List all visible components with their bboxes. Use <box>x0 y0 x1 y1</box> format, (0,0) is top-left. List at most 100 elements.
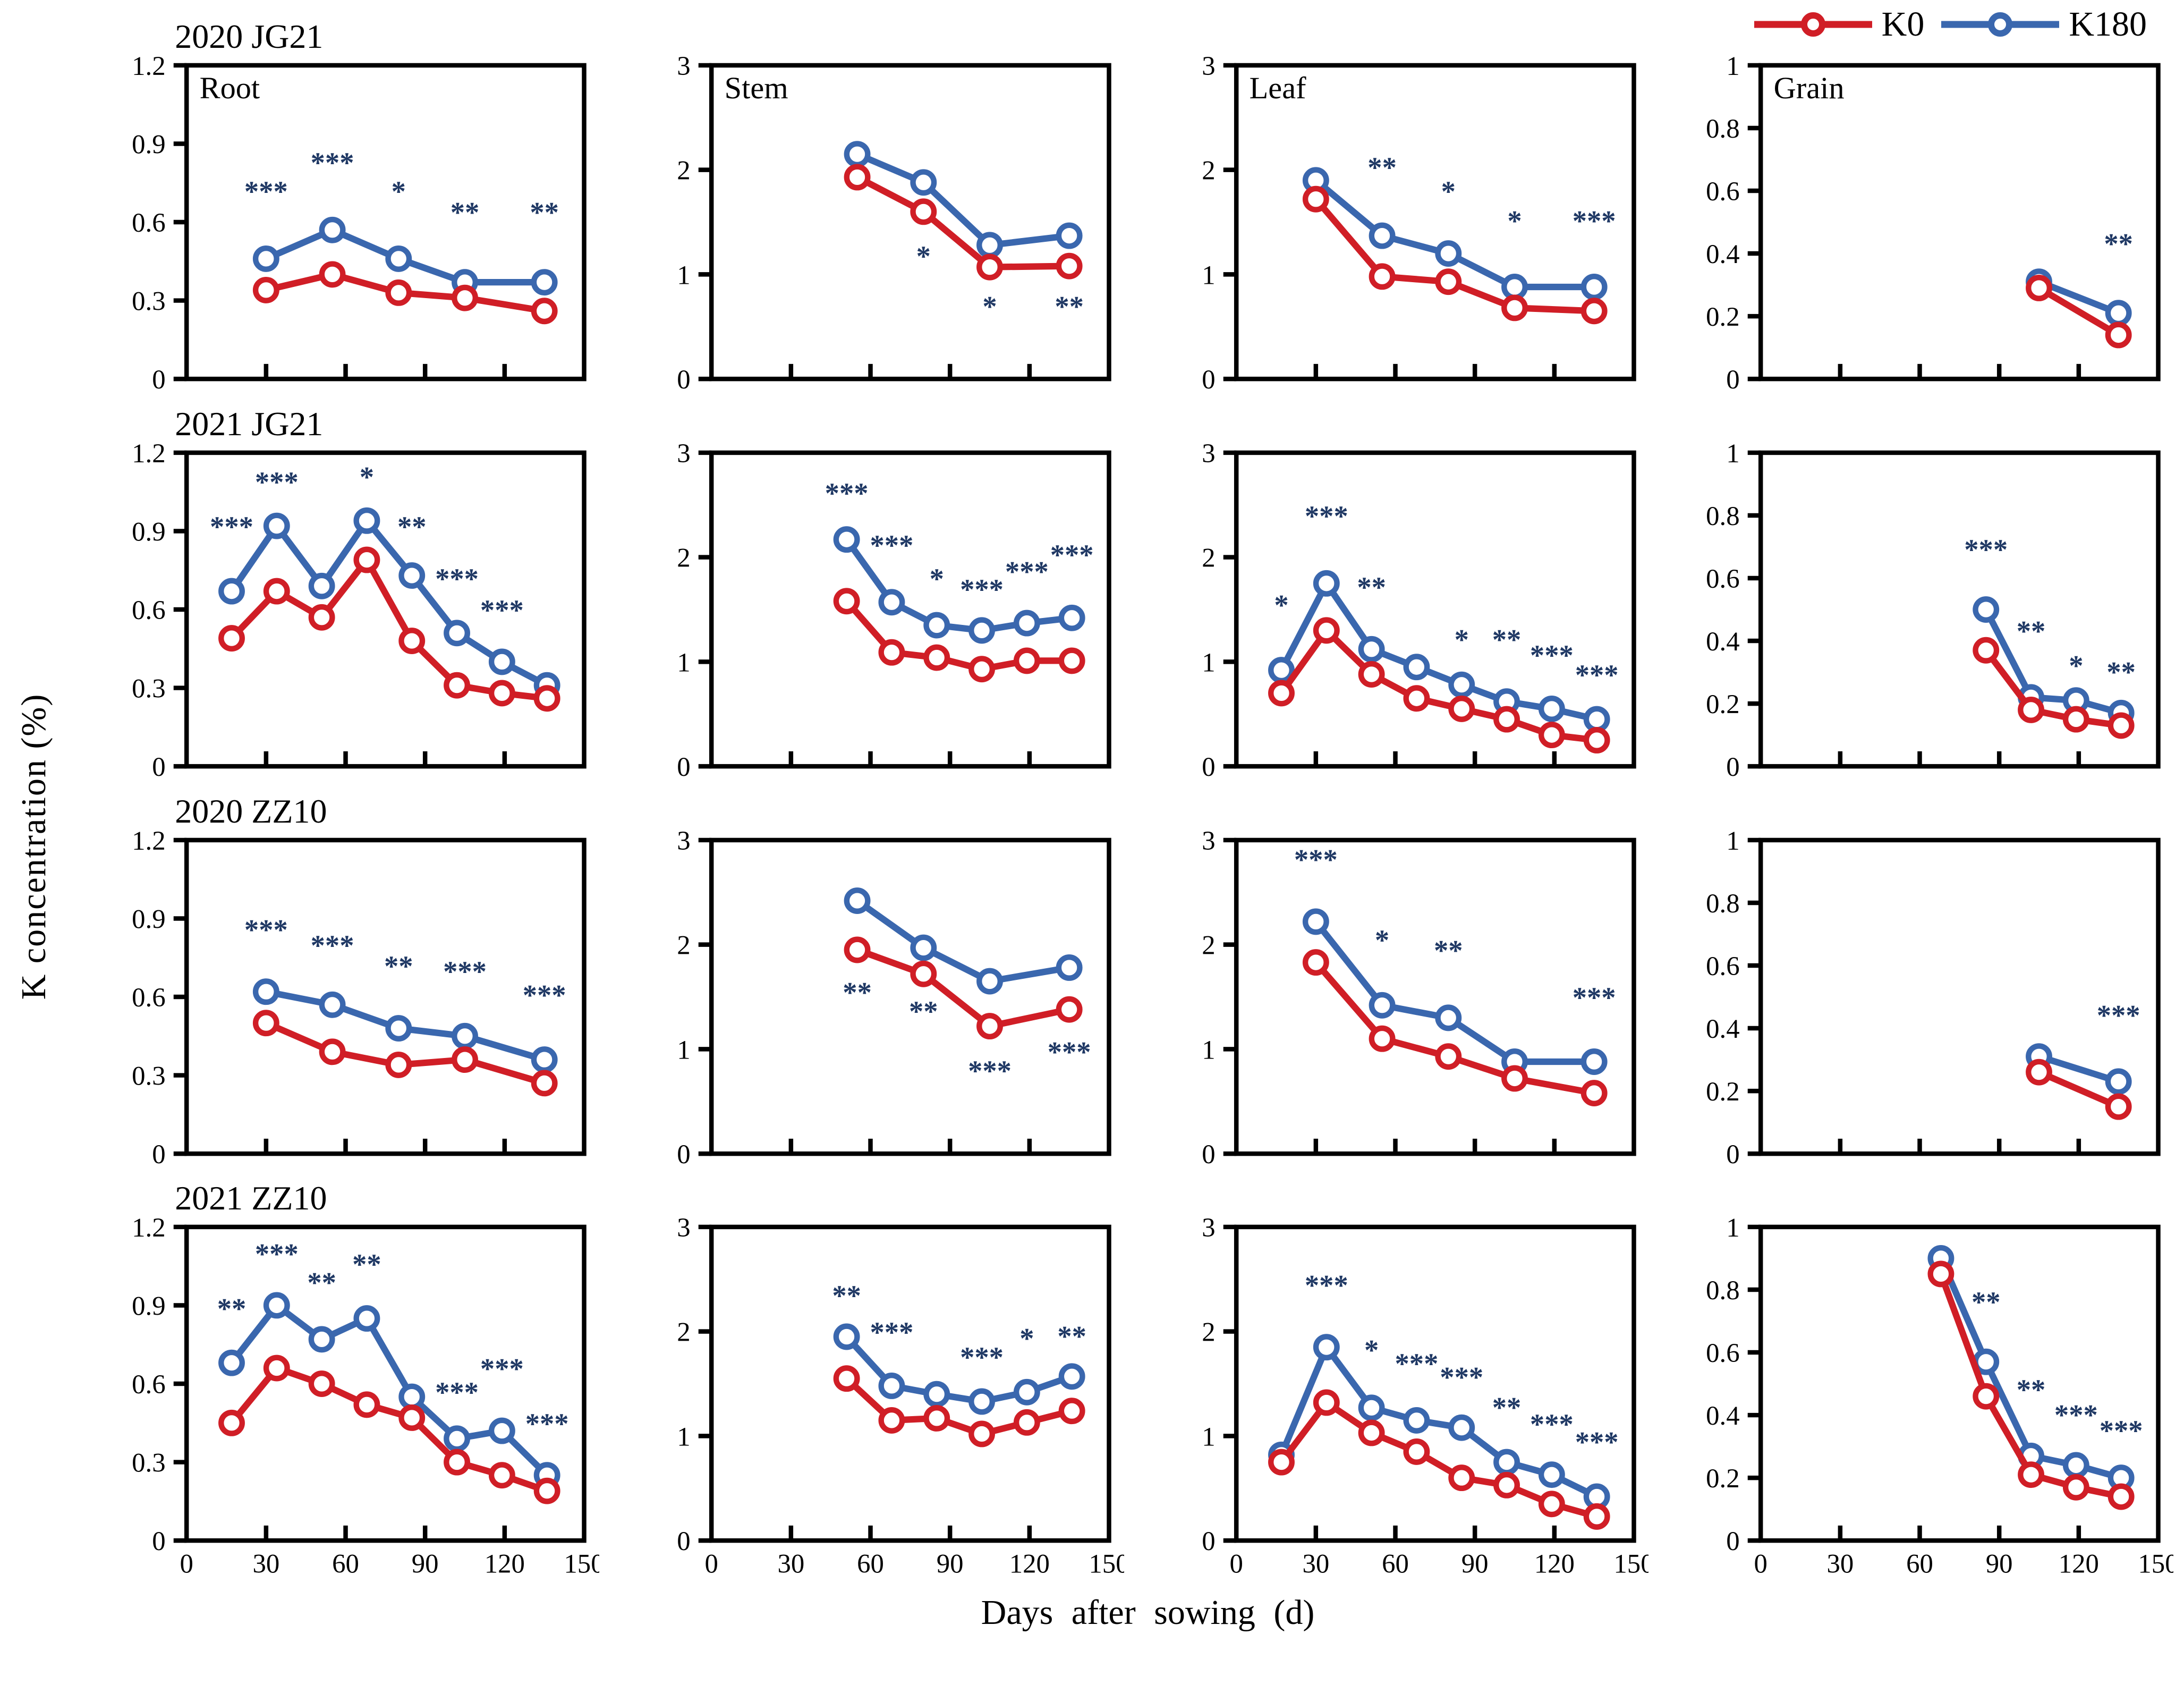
line-chart: 00.30.60.91.2****** ********* <box>132 444 587 778</box>
svg-text:0: 0 <box>1727 1139 1740 1165</box>
svg-text:**: ** <box>352 1248 381 1281</box>
svg-text:0.8: 0.8 <box>1706 1275 1740 1305</box>
svg-text:Grain: Grain <box>1774 71 1845 105</box>
svg-text:**: ** <box>451 196 480 228</box>
svg-text:3: 3 <box>677 444 690 468</box>
svg-text:2: 2 <box>1202 1317 1215 1347</box>
svg-text:**: ** <box>2104 227 2134 260</box>
subplot-title <box>1161 778 1649 831</box>
svg-text:***: *** <box>1304 500 1348 532</box>
svg-text:*: * <box>1454 623 1468 656</box>
svg-text:***: *** <box>480 1352 524 1385</box>
subplot-2020-jg21-grain: 0 0.2 0.4 0.6 0.8 1 Grain ** <box>1686 3 2173 391</box>
subplot-2020-zz10-leaf: 0 1 2 3 *** * ** *** <box>1161 778 1649 1165</box>
svg-text:30: 30 <box>1827 1549 1854 1579</box>
svg-text:0.4: 0.4 <box>1706 1013 1740 1043</box>
svg-text:0.2: 0.2 <box>1706 689 1740 719</box>
svg-text:0: 0 <box>152 365 165 391</box>
svg-text:2: 2 <box>1202 930 1215 960</box>
svg-text:***: *** <box>311 929 354 961</box>
svg-text:0: 0 <box>180 1549 193 1579</box>
svg-text:1: 1 <box>1202 1035 1215 1064</box>
svg-text:1: 1 <box>1202 1422 1215 1452</box>
svg-text:**: ** <box>1971 1286 2001 1318</box>
svg-text:1: 1 <box>1727 56 1740 81</box>
svg-text:*: * <box>392 175 406 208</box>
subplot-title <box>636 3 1124 56</box>
svg-text:0.9: 0.9 <box>132 517 166 546</box>
svg-text:3: 3 <box>677 831 690 856</box>
svg-text:*: * <box>916 240 930 273</box>
svg-text:***: *** <box>1440 1361 1483 1393</box>
line-chart: 01230306090120150****************** <box>1202 1218 1648 1579</box>
svg-text:*: * <box>929 562 944 595</box>
svg-text:0.6: 0.6 <box>1706 564 1740 594</box>
svg-text:0.6: 0.6 <box>1706 951 1740 980</box>
svg-text:3: 3 <box>677 56 690 81</box>
svg-text:0.3: 0.3 <box>132 286 166 316</box>
svg-text:***: *** <box>480 594 524 626</box>
subplot-title <box>636 391 1124 444</box>
svg-text:Stem: Stem <box>724 71 788 105</box>
svg-text:*: * <box>1441 175 1455 208</box>
svg-text:**: ** <box>1057 1320 1086 1353</box>
svg-text:30: 30 <box>252 1549 279 1579</box>
svg-text:**: ** <box>1492 1391 1521 1424</box>
svg-text:***: *** <box>210 510 253 543</box>
svg-text:***: *** <box>960 1341 1004 1374</box>
svg-text:3: 3 <box>1202 831 1215 856</box>
legend-item-k180: K180 <box>1939 4 2147 45</box>
svg-text:0.8: 0.8 <box>1706 888 1740 918</box>
subplot-title <box>636 778 1124 831</box>
svg-text:**: ** <box>307 1266 336 1299</box>
svg-text:0.6: 0.6 <box>1706 176 1740 206</box>
svg-text:***: *** <box>1529 639 1573 671</box>
svg-text:60: 60 <box>857 1549 884 1579</box>
svg-text:0.4: 0.4 <box>1706 1401 1740 1430</box>
subplot-2021-jg21-grain: 0 0.2 0.4 0.6 0.8 1 *** ** * ** <box>1686 391 2173 778</box>
svg-text:1: 1 <box>1202 260 1215 290</box>
svg-text:1.2: 1.2 <box>132 56 166 81</box>
legend-label-k0: K0 <box>1881 5 1925 44</box>
svg-text:***: *** <box>1395 1348 1438 1380</box>
svg-text:***: *** <box>960 573 1004 605</box>
line-chart: 00.20.40.60.81****** ** <box>1706 444 2161 778</box>
svg-text:**: ** <box>397 510 427 543</box>
svg-text:**: ** <box>832 1280 861 1312</box>
subplot-2020-zz10-grain: 0 0.2 0.4 0.6 0.8 1 *** <box>1686 778 2173 1165</box>
svg-text:1.2: 1.2 <box>132 444 166 468</box>
svg-text:*: * <box>1364 1334 1378 1366</box>
svg-text:0: 0 <box>677 1139 690 1165</box>
svg-text:3: 3 <box>1202 56 1215 81</box>
svg-text:0: 0 <box>1202 1139 1215 1165</box>
svg-text:***: *** <box>1575 1426 1618 1458</box>
svg-text:0.9: 0.9 <box>132 1291 166 1321</box>
svg-text:0.6: 0.6 <box>132 208 166 238</box>
svg-text:90: 90 <box>1986 1549 2013 1579</box>
line-chart: 00.20.40.60.810306090120150********** <box>1706 1218 2173 1579</box>
svg-text:**: ** <box>2017 615 2046 647</box>
svg-text:2: 2 <box>1202 543 1215 572</box>
svg-text:1: 1 <box>1727 444 1740 468</box>
svg-text:150: 150 <box>2138 1549 2173 1579</box>
svg-text:***: *** <box>1965 533 2008 565</box>
svg-text:0: 0 <box>1229 1549 1243 1579</box>
k180-line-marker-icon <box>1941 12 2060 37</box>
svg-text:***: *** <box>1575 658 1618 691</box>
svg-text:0: 0 <box>152 1139 165 1165</box>
svg-text:**: ** <box>843 976 872 1008</box>
svg-text:***: *** <box>2097 999 2140 1031</box>
subplot-2020-zz10-root: 2020 ZZ10 0 0.3 0.6 0.9 1.2 *** *** ** *** *** <box>112 778 599 1165</box>
subplot-2020-jg21-root: 2020 JG21 0 0.3 0.6 0.9 1.2 Root *** *** * ** ** <box>112 3 599 391</box>
svg-text:0.6: 0.6 <box>1706 1338 1740 1368</box>
subplot-2021-zz10-stem: 01230306090120150*********** <box>636 1165 1124 1589</box>
subplot-title <box>1686 391 2173 444</box>
svg-text:0.9: 0.9 <box>132 129 166 159</box>
svg-text:***: *** <box>1294 843 1337 876</box>
svg-text:120: 120 <box>485 1549 525 1579</box>
svg-text:**: ** <box>530 196 559 228</box>
